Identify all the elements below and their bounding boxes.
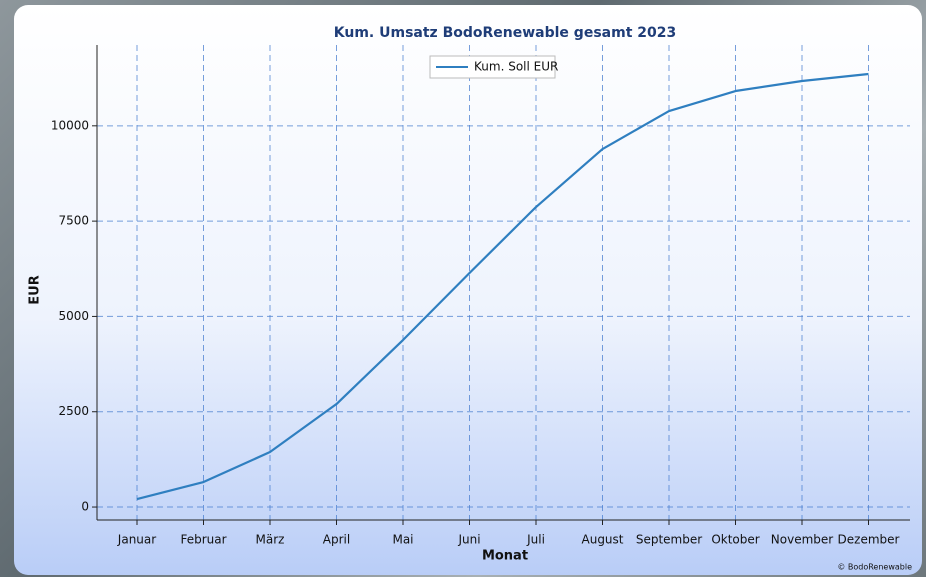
x-tick-label: November xyxy=(771,533,833,547)
x-tick-label: Juni xyxy=(457,533,480,547)
y-tick-label: 10000 xyxy=(51,118,89,132)
legend-box xyxy=(429,55,556,79)
legend-label: Kum. Soll EUR xyxy=(474,60,558,74)
y-tick-label: 5000 xyxy=(58,309,89,323)
x-tick-label: Februar xyxy=(180,533,226,547)
x-tick-label: Dezember xyxy=(838,533,900,547)
chart-title: Kum. Umsatz BodoRenewable gesamt 2023 xyxy=(334,25,676,41)
x-tick-label: Mai xyxy=(392,533,413,547)
y-axis-label: EUR xyxy=(28,275,43,304)
x-tick-label: Juli xyxy=(526,533,545,547)
x-tick-label: April xyxy=(323,533,350,547)
x-tick-label: Januar xyxy=(117,533,156,547)
y-tick-label: 7500 xyxy=(58,214,89,228)
x-axis-label: Monat xyxy=(482,549,528,564)
data-line xyxy=(136,72,869,501)
x-tick-label: September xyxy=(636,533,702,547)
footer: © BodoRenewable xyxy=(837,563,912,572)
x-tick-label: Oktober xyxy=(711,533,759,547)
x-tick-label: August xyxy=(582,533,624,547)
chart-panel xyxy=(14,5,922,575)
x-tick-label: März xyxy=(256,533,285,547)
y-tick-label: 0 xyxy=(81,500,89,514)
y-tick-label: 2500 xyxy=(58,404,89,418)
